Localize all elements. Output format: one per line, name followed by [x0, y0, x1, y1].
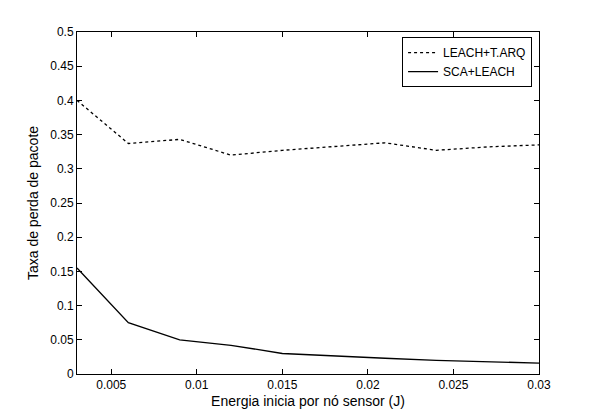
svg-text:0.005: 0.005 — [96, 378, 126, 392]
svg-text:LEACH+T.ARQ: LEACH+T.ARQ — [443, 46, 525, 60]
svg-text:0.1: 0.1 — [57, 299, 74, 313]
svg-text:0.35: 0.35 — [50, 128, 74, 142]
svg-text:0.4: 0.4 — [57, 94, 74, 108]
svg-text:0.15: 0.15 — [50, 265, 74, 279]
svg-text:0.25: 0.25 — [50, 196, 74, 210]
svg-text:Taxa de perda de pacote: Taxa de perda de pacote — [25, 126, 41, 280]
svg-text:0.3: 0.3 — [57, 162, 74, 176]
svg-text:0: 0 — [67, 367, 74, 381]
svg-text:0.5: 0.5 — [57, 25, 74, 39]
svg-text:0.05: 0.05 — [50, 333, 74, 347]
svg-text:0.03: 0.03 — [527, 378, 551, 392]
svg-text:0.015: 0.015 — [267, 378, 297, 392]
svg-text:0.02: 0.02 — [356, 378, 380, 392]
svg-text:0.45: 0.45 — [50, 59, 74, 73]
svg-text:SCA+LEACH: SCA+LEACH — [443, 65, 515, 79]
svg-text:0.01: 0.01 — [185, 378, 209, 392]
svg-text:0.2: 0.2 — [57, 230, 74, 244]
svg-text:Energia inicia por nó sensor (: Energia inicia por nó sensor (J) — [211, 393, 405, 409]
svg-text:0.025: 0.025 — [438, 378, 468, 392]
